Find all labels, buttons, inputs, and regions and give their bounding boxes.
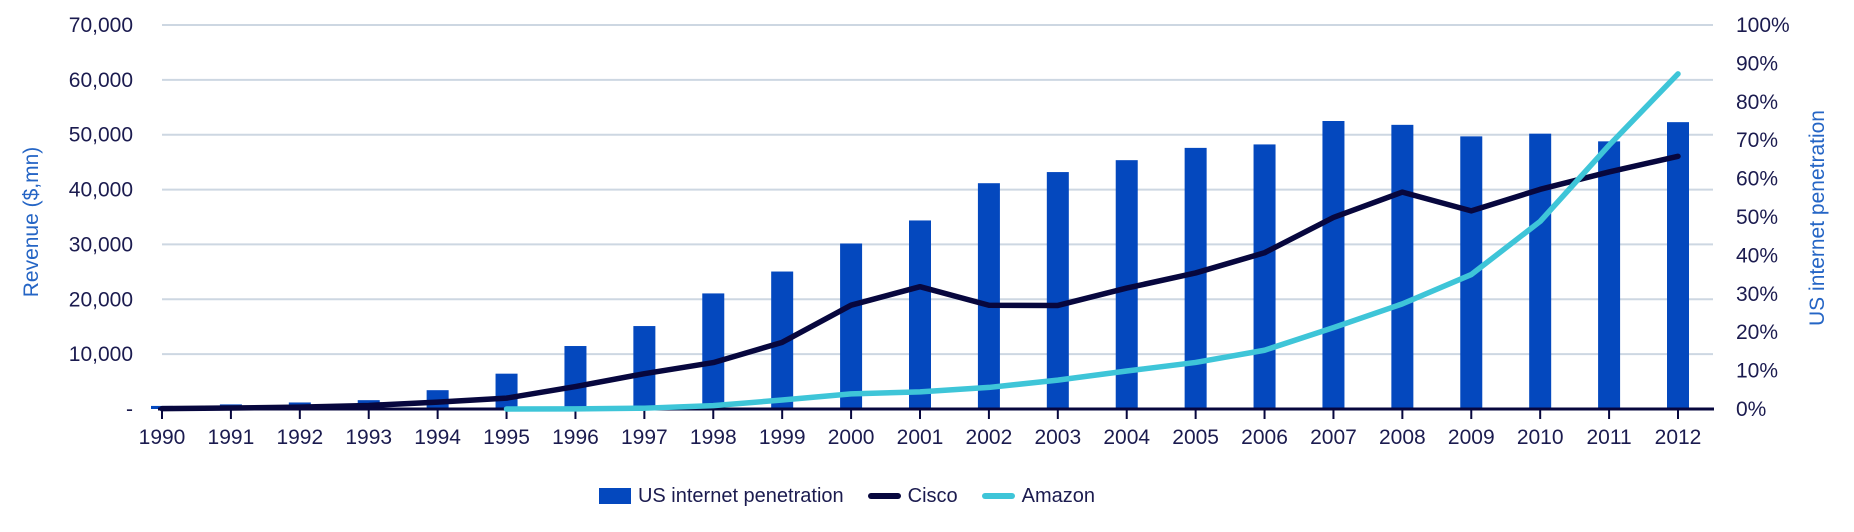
y-axis-right-tick-label: 60% <box>1736 168 1778 191</box>
x-axis-year-label: 2001 <box>897 426 944 449</box>
bar <box>633 326 656 409</box>
series-line-cisco <box>159 153 1681 412</box>
x-axis-year-label: 1991 <box>208 426 255 449</box>
bar <box>840 243 863 409</box>
x-axis-year-label: 2011 <box>1587 426 1632 449</box>
y-axis-left-tick-label: 30,000 <box>69 233 133 256</box>
y-axis-left-tick-label: - <box>126 398 133 421</box>
legend-item-us-internet-penetration: US internet penetration <box>598 484 844 508</box>
bar-series-us-internet-penetration <box>151 121 1689 410</box>
y-axis-right-tick-label: 100% <box>1736 14 1790 37</box>
y-axis-left-tick-label: 60,000 <box>69 69 133 92</box>
y-axis-right-tick-label: 90% <box>1736 52 1778 75</box>
y-axis-right-tick-label: 80% <box>1736 91 1778 114</box>
bar <box>1598 141 1621 410</box>
x-axis-year-label: 1993 <box>345 426 392 449</box>
x-axis-year-label: 1990 <box>139 426 186 449</box>
series-line-amazon <box>503 71 1681 412</box>
line-series-group <box>159 71 1681 412</box>
legend-item-cisco: Cisco <box>867 484 958 508</box>
bar <box>1115 160 1138 409</box>
bar <box>495 373 518 409</box>
bar <box>564 346 587 409</box>
bar <box>1529 133 1552 409</box>
legend-item-amazon: Amazon <box>981 484 1096 508</box>
y-axis-right-tick-label: 0% <box>1736 398 1766 421</box>
y-axis-left-tick-label: 10,000 <box>69 343 133 366</box>
legend-label-cisco: Cisco <box>907 484 958 507</box>
bar <box>909 220 931 409</box>
legend-label-amazon: Amazon <box>1021 484 1096 507</box>
gridlines <box>162 24 1713 356</box>
bar <box>1322 121 1345 409</box>
x-axis-year-label: 2009 <box>1448 426 1495 449</box>
x-axis-year-label: 2004 <box>1103 426 1150 449</box>
y-axis-left-tick-label: 50,000 <box>69 124 133 147</box>
y-axis-right-tick-label: 70% <box>1736 129 1778 152</box>
bar <box>1253 144 1276 409</box>
bar <box>1667 122 1689 409</box>
bar <box>1184 147 1207 409</box>
y-axis-right-tick-label: 30% <box>1736 283 1778 306</box>
y-axis-right-tick-label: 10% <box>1736 360 1778 383</box>
y-axis-right-tick-label: 40% <box>1736 244 1778 267</box>
legend: US internet penetration Cisco Amazon <box>0 480 1694 512</box>
legend-line-swatch-amazon <box>981 493 1015 499</box>
legend-bar-swatch <box>598 488 631 504</box>
bar <box>702 293 725 409</box>
bar <box>977 183 1000 409</box>
y-axis-right-tick-labels: 0% 10% 20% 30% 40% 50% 60% 70% 80% 90% 100% <box>1736 14 1790 421</box>
x-axis-year-label: 2006 <box>1241 426 1288 449</box>
right-axis-title: US internet penetration <box>1806 110 1829 326</box>
legend-line-swatch-cisco <box>867 493 901 499</box>
x-axis-year-label: 2012 <box>1655 426 1702 449</box>
x-axis-year-label: 2010 <box>1517 426 1564 449</box>
bar <box>1391 124 1414 409</box>
x-axis-ticks <box>161 410 1679 419</box>
legend-label-us-internet-penetration: US internet penetration <box>637 484 844 507</box>
y-axis-left-tick-label: 40,000 <box>69 179 133 202</box>
x-axis-year-label: 1994 <box>414 426 461 449</box>
x-axis-year-labels: 1990 1991 1992 1993 1994 1995 1996 1997 1998 1999… <box>139 426 1702 449</box>
x-axis-year-label: 1996 <box>552 426 599 449</box>
y-axis-left-tick-label: 20,000 <box>69 288 133 311</box>
x-axis-year-label: 1995 <box>483 426 530 449</box>
y-axis-right-tick-label: 50% <box>1736 206 1778 229</box>
x-axis-year-label: 2002 <box>966 426 1013 449</box>
y-axis-left-tick-label: 70,000 <box>69 14 133 37</box>
x-axis-year-label: 2008 <box>1379 426 1426 449</box>
x-axis-year-label: 1992 <box>276 426 323 449</box>
left-axis-title: Revenue ($,mn) <box>20 147 43 298</box>
x-axis-year-label: 2000 <box>828 426 875 449</box>
y-axis-right-tick-label: 20% <box>1736 321 1778 344</box>
x-axis-year-label: 2007 <box>1310 426 1357 449</box>
x-axis-year-label: 1999 <box>759 426 806 449</box>
bar <box>1046 172 1069 409</box>
x-axis-year-label: 1997 <box>621 426 668 449</box>
x-axis-year-label: 2005 <box>1172 426 1219 449</box>
x-axis-year-label: 2003 <box>1034 426 1081 449</box>
x-axis-year-label: 1998 <box>690 426 737 449</box>
y-axis-left-tick-labels: - 10,000 20,000 30,000 40,000 50,000 60,000 70,… <box>69 14 133 421</box>
